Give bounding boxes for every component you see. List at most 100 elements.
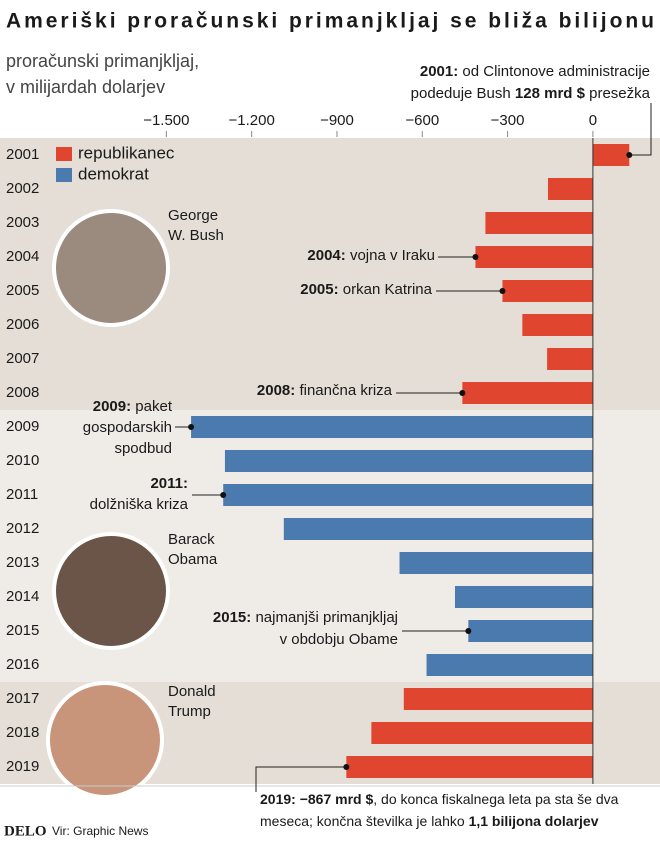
annotation-part: presežka xyxy=(585,85,651,102)
y-tick-label: 2018 xyxy=(6,724,39,741)
photo-trump xyxy=(46,681,164,799)
annotation-part: 2015: xyxy=(213,609,251,626)
leader-dot xyxy=(188,424,195,430)
president-name: Obama xyxy=(168,551,218,568)
annotation-part: paket xyxy=(131,398,173,415)
y-tick-label: 2001 xyxy=(6,146,39,163)
annotation-part: 2009: xyxy=(93,398,131,415)
annotation: 2001: od Clintonove administracije xyxy=(420,63,650,80)
y-tick-label: 2010 xyxy=(6,452,39,469)
y-tick-label: 2014 xyxy=(6,588,39,605)
x-tick-label: −900 xyxy=(320,112,354,129)
y-tick-label: 2019 xyxy=(6,758,39,775)
annotation-part: od Clintonove administracije xyxy=(458,63,650,80)
leader-dot xyxy=(220,492,227,498)
y-tick-label: 2006 xyxy=(6,316,39,333)
annotation: 2008: finančna kriza xyxy=(257,382,393,399)
annotation-part: spodbud xyxy=(114,440,172,457)
bar xyxy=(547,348,593,370)
annotation-part: dolžniška kriza xyxy=(90,496,189,513)
legend-label: demokrat xyxy=(78,164,149,183)
leader-line xyxy=(629,103,652,156)
leader-dot xyxy=(499,288,506,294)
bar xyxy=(592,144,630,166)
annotation: 2015: najmanjši primanjkljaj xyxy=(213,609,398,626)
bar xyxy=(475,246,593,268)
subtitle: v milijardah dolarjev xyxy=(6,77,165,97)
annotation-part: 2004: xyxy=(307,247,345,264)
source: Vir: Graphic News xyxy=(52,824,148,838)
president-name: Trump xyxy=(168,703,211,720)
legend-swatch xyxy=(56,147,72,161)
annotation-part: 2008: xyxy=(257,382,295,399)
photo-obama xyxy=(52,532,170,650)
bar xyxy=(191,416,593,438)
annotation-part: , do konca fiskalnega leta pa sta še dva xyxy=(373,791,618,807)
annotation: v obdobju Obame xyxy=(280,631,398,648)
annotation-part: 2001: xyxy=(420,63,458,80)
annotation: 2004: vojna v Iraku xyxy=(307,247,435,264)
y-tick-label: 2004 xyxy=(6,248,39,265)
annotation-part: vojna v Iraku xyxy=(346,247,435,264)
annotation-part: najmanjši primanjkljaj xyxy=(251,609,398,626)
annotation: meseca; končna številka je lahko 1,1 bil… xyxy=(260,813,599,829)
bar xyxy=(468,620,593,642)
bar xyxy=(224,450,593,472)
annotation-part: orkan Katrina xyxy=(339,281,433,298)
bar xyxy=(371,722,593,744)
bar xyxy=(223,484,593,506)
y-tick-label: 2008 xyxy=(6,384,39,401)
leader-line xyxy=(255,766,347,792)
y-tick-label: 2007 xyxy=(6,350,39,367)
annotation: podeduje Bush 128 mrd $ presežka xyxy=(411,85,651,102)
y-tick-label: 2005 xyxy=(6,282,39,299)
president-name: Barack xyxy=(168,531,215,548)
annotation-part: meseca; končna številka je lahko xyxy=(260,813,469,829)
annotation: dolžniška kriza xyxy=(90,496,189,513)
legend-label: republikanec xyxy=(78,143,175,162)
y-tick-label: 2015 xyxy=(6,622,39,639)
y-tick-label: 2013 xyxy=(6,554,39,571)
annotation-part: v obdobju Obame xyxy=(280,631,398,648)
bar xyxy=(485,212,593,234)
leader-dot xyxy=(465,628,472,634)
bar xyxy=(399,552,593,574)
annotation-part: 2019: −867 mrd $ xyxy=(260,791,373,807)
chart-title: Ameriški proračunski primanjkljaj se bli… xyxy=(6,10,654,33)
annotation-part: gospodarskih xyxy=(83,419,172,436)
annotation: spodbud xyxy=(114,440,172,457)
x-tick-label: −1.500 xyxy=(143,112,189,129)
bar xyxy=(283,518,593,540)
bar xyxy=(454,586,593,608)
annotation-part: 2005: xyxy=(300,281,338,298)
y-tick-label: 2016 xyxy=(6,656,39,673)
subtitle: proračunski primanjkljaj, xyxy=(6,51,199,71)
annotation-part: finančna kriza xyxy=(295,382,392,399)
bar xyxy=(502,280,593,302)
x-tick-label: 0 xyxy=(589,112,597,129)
brand: DELO xyxy=(4,823,47,839)
annotation: 2011: xyxy=(150,475,188,492)
annotation: 2005: orkan Katrina xyxy=(300,281,432,298)
bar xyxy=(346,756,593,778)
bar xyxy=(522,314,593,336)
president-name: Donald xyxy=(168,683,216,700)
y-tick-label: 2017 xyxy=(6,690,39,707)
annotation: gospodarskih xyxy=(83,419,172,436)
annotation-part: podeduje Bush xyxy=(411,85,515,102)
president-name: W. Bush xyxy=(168,227,224,244)
annotation-part: 2011: xyxy=(150,475,188,492)
x-tick-label: −1.200 xyxy=(229,112,275,129)
leader-dot xyxy=(626,152,633,158)
leader-dot xyxy=(472,254,479,260)
y-tick-label: 2009 xyxy=(6,418,39,435)
annotation-part: 128 mrd $ xyxy=(515,85,586,102)
legend-swatch xyxy=(56,168,72,182)
x-tick-label: −600 xyxy=(405,112,439,129)
leader-dot xyxy=(459,390,466,396)
annotation-part: 1,1 bilijona dolarjev xyxy=(469,813,599,829)
x-tick-label: −300 xyxy=(491,112,525,129)
bar xyxy=(426,654,593,676)
annotation: 2019: −867 mrd $, do konca fiskalnega le… xyxy=(260,791,619,807)
y-tick-label: 2003 xyxy=(6,214,39,231)
